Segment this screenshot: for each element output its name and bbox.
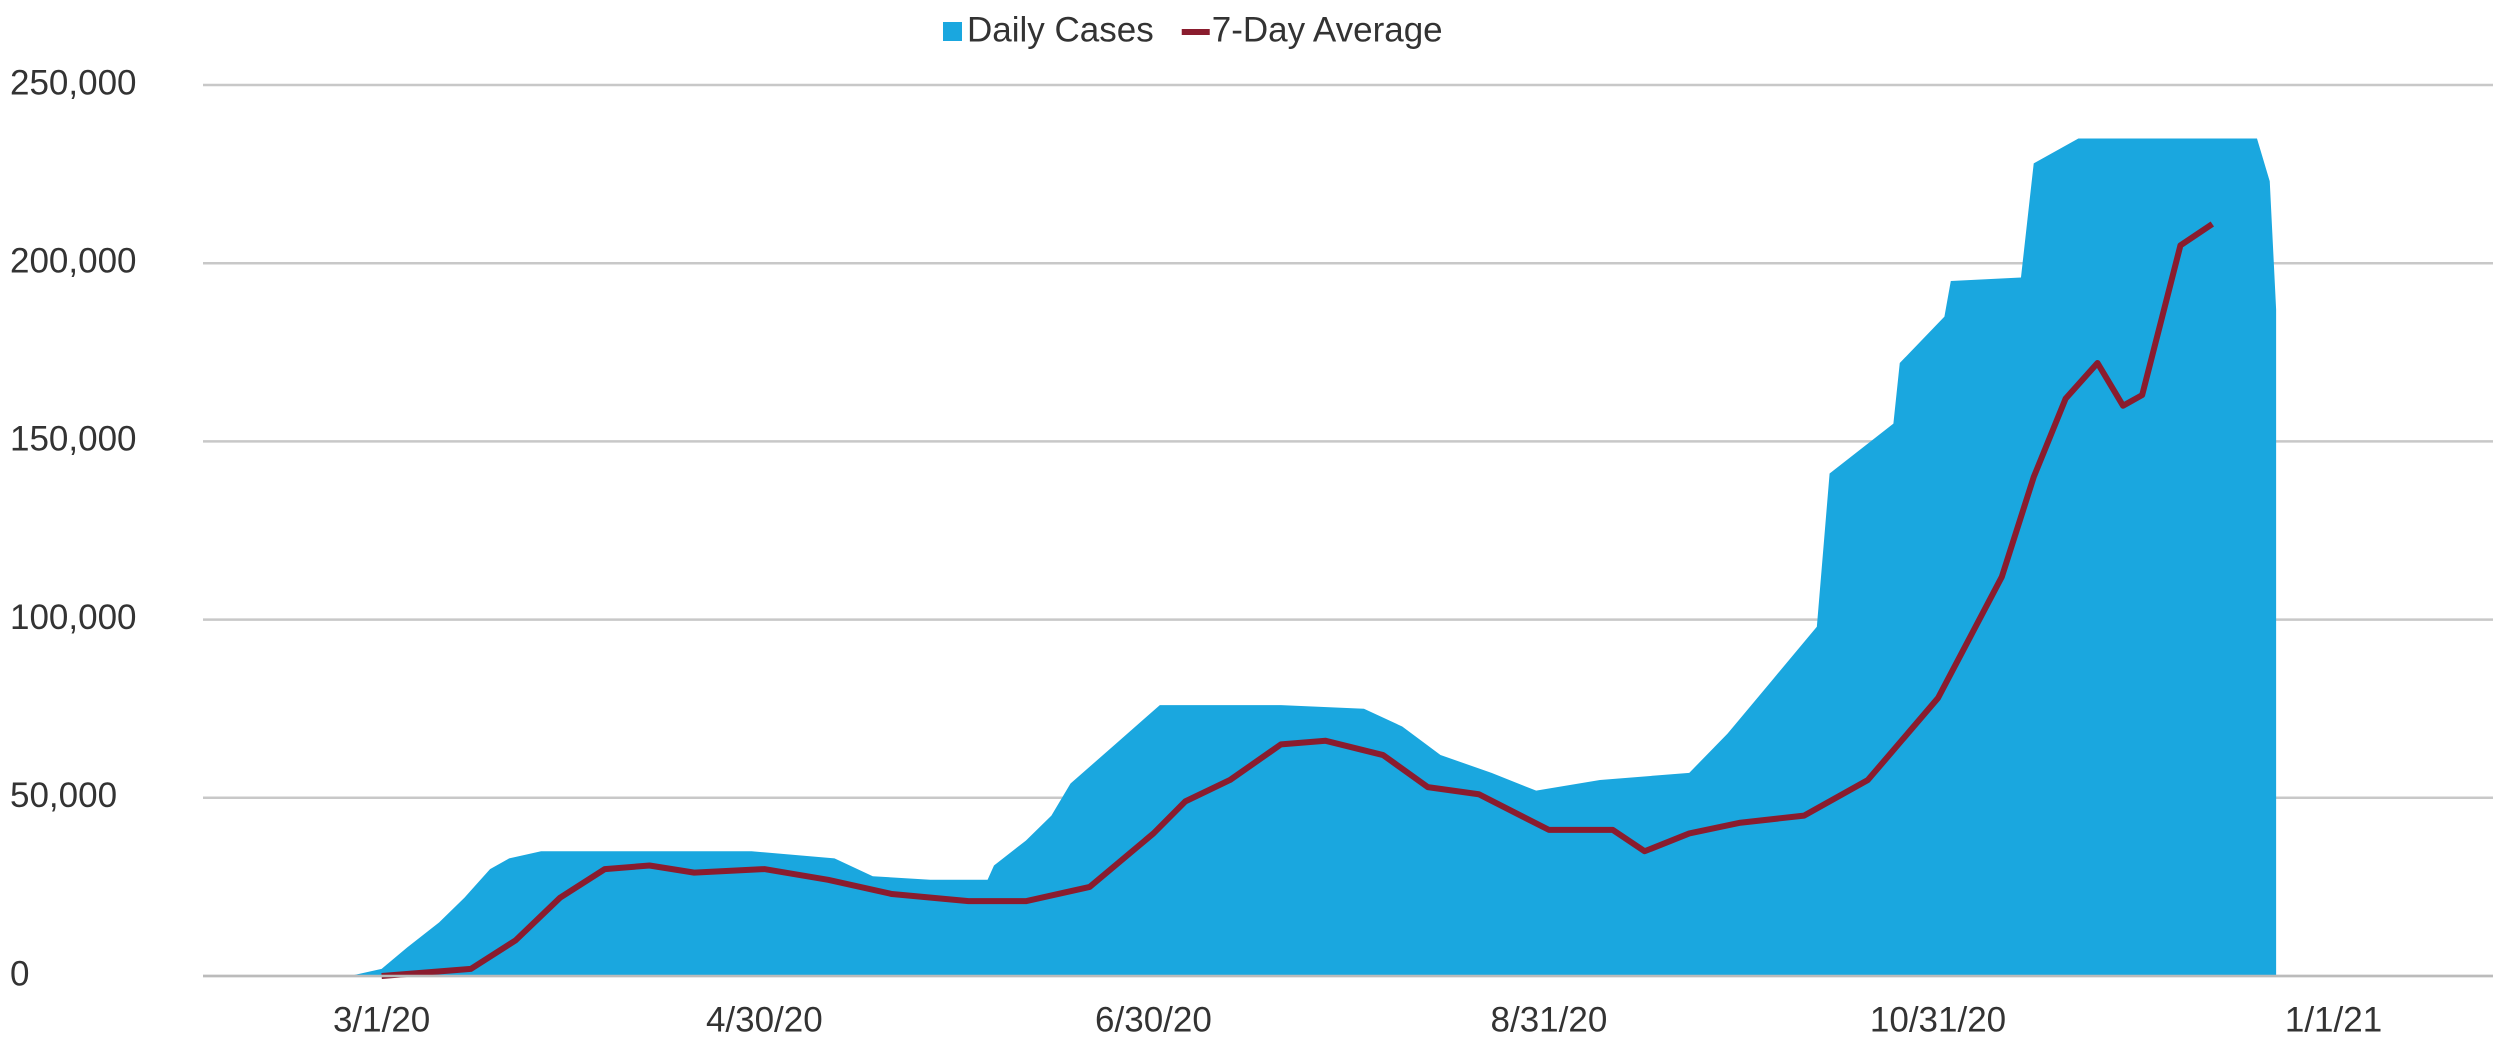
x-tick-label: 6/30/20 (1095, 1000, 1212, 1039)
x-tick-label: 10/31/20 (1870, 1000, 2006, 1039)
legend-label: Daily Cases (967, 10, 1154, 49)
legend-swatch (943, 22, 962, 41)
x-tick-label: 8/31/20 (1491, 1000, 1608, 1039)
y-tick-label: 250,000 (10, 63, 137, 102)
y-tick-label: 200,000 (10, 241, 137, 280)
x-tick-label: 4/30/20 (706, 1000, 823, 1039)
daily-cases-area (349, 138, 2277, 976)
x-tick-label: 1/1/21 (2285, 1000, 2382, 1039)
y-tick-label: 150,000 (10, 420, 137, 459)
y-tick-label: 50,000 (10, 776, 117, 815)
y-tick-label: 0 (10, 954, 29, 993)
average-line (381, 221, 2215, 979)
x-tick-label: 3/1/20 (333, 1000, 430, 1039)
legend-label: 7-Day Average (1212, 10, 1443, 49)
y-tick-label: 100,000 (10, 598, 137, 637)
